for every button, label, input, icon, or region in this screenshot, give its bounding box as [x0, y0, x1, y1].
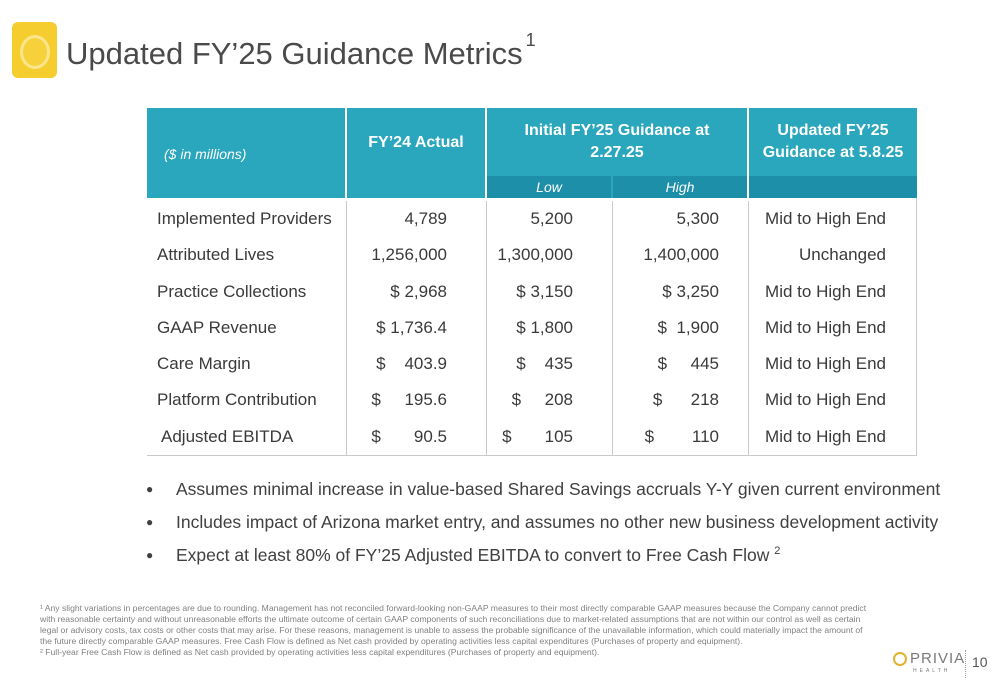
- row-label: Implemented Providers: [157, 209, 332, 228]
- updated-value: Mid to High End: [765, 354, 886, 374]
- low-value: 1,300,000: [497, 245, 573, 265]
- table-row: Implemented Providers 4,789 5,200 5,300 …: [147, 201, 917, 237]
- table-row: Platform Contribution $ 195.6 $ 208 $ 21…: [147, 382, 917, 418]
- footnotes: ¹ Any slight variations in percentages a…: [40, 603, 875, 658]
- low-value: $ 208: [511, 390, 573, 410]
- updated-value: Unchanged: [799, 245, 886, 265]
- fy24-value: 1,256,000: [371, 245, 447, 265]
- low-value: $ 435: [516, 354, 573, 374]
- subheader-low: Low: [487, 176, 611, 198]
- header-unit-cell: ($ in millions): [147, 108, 345, 198]
- bullet-dot-icon: ●: [146, 548, 154, 562]
- bullet-item: ● Includes impact of Arizona market entry…: [146, 509, 966, 542]
- column-divider: [486, 201, 487, 456]
- high-value: $ 218: [652, 390, 719, 410]
- title-text: Updated FY’25 Guidance Metrics: [66, 36, 523, 71]
- column-divider: [748, 201, 749, 456]
- bullet-footnote-ref: 2: [774, 545, 781, 557]
- table-row: Attributed Lives 1,256,000 1,300,000 1,4…: [147, 237, 917, 273]
- header-initial-label: Initial FY’25 Guidance at 2.27.25: [524, 122, 710, 161]
- column-divider: [612, 201, 613, 456]
- guidance-table: ($ in millions) FY’24 Actual Initial FY’…: [147, 108, 917, 456]
- fy24-value: $ 1,736.4: [376, 317, 447, 337]
- high-value: $ 3,250: [662, 281, 719, 301]
- low-value: $ 3,150: [516, 281, 573, 301]
- header-updated-label: Updated FY’25 Guidance at 5.8.25: [762, 122, 904, 161]
- updated-value: Mid to High End: [765, 317, 886, 337]
- fy24-value: 4,789: [404, 209, 447, 228]
- footnote-1: ¹ Any slight variations in percentages a…: [40, 603, 867, 647]
- updated-value: Mid to High End: [765, 390, 886, 410]
- column-divider: [346, 201, 347, 456]
- page-number: 10: [972, 654, 988, 670]
- bullet-item: ● Expect at least 80% of FY’25 Adjusted E…: [146, 542, 966, 575]
- table-row: Adjusted EBITDA $ 90.5 $ 105 $ 110 Mid t…: [147, 419, 917, 455]
- brand-name: PRIVIA: [910, 650, 966, 667]
- high-value: 1,400,000: [643, 245, 719, 265]
- high-value: $ 1,900: [657, 317, 719, 337]
- row-label: Platform Contribution: [157, 390, 317, 410]
- fy24-value: $ 195.6: [371, 390, 447, 410]
- logo-icon: [12, 22, 57, 78]
- footer-divider: [965, 650, 966, 678]
- fy24-value: $ 90.5: [371, 426, 447, 446]
- bullet-text: Includes impact of Arizona market entry,…: [176, 512, 939, 532]
- brand-logo: PRIVIA HEALTH: [893, 648, 966, 676]
- fy24-value: $ 2,968: [390, 281, 447, 301]
- footnote-2: ² Full-year Free Cash Flow is defined as…: [40, 647, 600, 658]
- table-row: Care Margin $ 403.9 $ 435 $ 445 Mid to H…: [147, 346, 917, 382]
- header-fy24-label: FY’24 Actual: [368, 134, 464, 151]
- low-value: 5,200: [530, 209, 573, 228]
- unit-label: ($ in millions): [164, 146, 247, 162]
- subheader-updated-band: [749, 176, 917, 198]
- low-value: $ 1,800: [516, 317, 573, 337]
- updated-value: Mid to High End: [765, 281, 886, 301]
- row-label: Practice Collections: [157, 281, 307, 301]
- high-value: $ 445: [657, 354, 719, 374]
- low-value: $ 105: [502, 426, 573, 446]
- subheader-low-label: Low: [536, 179, 562, 195]
- fy24-value: $ 403.9: [376, 354, 447, 374]
- logo-ring: [20, 35, 50, 69]
- bullet-dot-icon: ●: [146, 515, 154, 529]
- bullet-item: ● Assumes minimal increase in value-based…: [146, 476, 966, 509]
- row-label: Adjusted EBITDA: [161, 426, 294, 446]
- brand-mark-icon: [893, 652, 907, 666]
- brand-subtitle: HEALTH: [913, 668, 951, 674]
- high-value: 5,300: [676, 209, 719, 228]
- row-label: GAAP Revenue: [157, 317, 277, 337]
- bullet-list: ● Assumes minimal increase in value-based…: [146, 476, 966, 575]
- subheader-high-label: High: [665, 179, 695, 195]
- row-label: Attributed Lives: [157, 245, 275, 265]
- subheader-high: High: [613, 176, 747, 198]
- table-row: Practice Collections $ 2,968 $ 3,150 $ 3…: [147, 274, 917, 310]
- header-fy24: FY’24 Actual: [347, 108, 485, 198]
- bullet-text: Expect at least 80% of FY’25 Adjusted EB…: [176, 545, 770, 565]
- table-body: Implemented Providers 4,789 5,200 5,300 …: [147, 201, 917, 455]
- high-value: $ 110: [644, 426, 719, 446]
- updated-value: Mid to High End: [765, 209, 886, 228]
- table-row: GAAP Revenue $ 1,736.4 $ 1,800 $ 1,900 M…: [147, 310, 917, 346]
- page-title: Updated FY’25 Guidance Metrics 1: [66, 30, 536, 72]
- bullet-text: Assumes minimal increase in value-based …: [176, 479, 941, 499]
- bullet-dot-icon: ●: [146, 482, 154, 496]
- title-footnote-ref: 1: [525, 30, 536, 50]
- row-label: Care Margin: [157, 354, 251, 374]
- updated-value: Mid to High End: [765, 426, 886, 446]
